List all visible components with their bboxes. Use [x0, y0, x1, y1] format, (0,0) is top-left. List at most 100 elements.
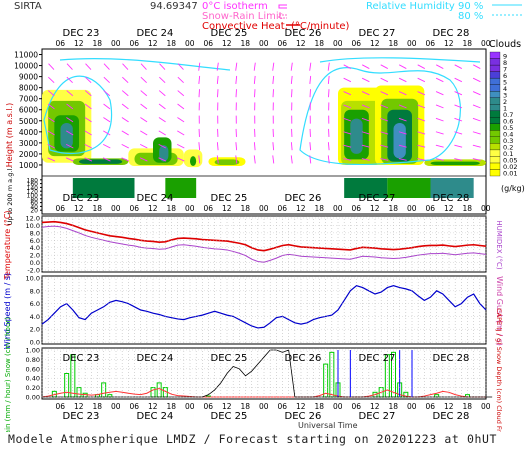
wind-arrow	[380, 91, 389, 96]
hour-label-bottom: 00	[333, 402, 343, 411]
precip-panel: 1.000.800.60 0.400.20 0.00 Rain (mm / hour…	[4, 308, 503, 450]
colorbar-cell	[489, 123, 501, 131]
hour-label-top: 12	[296, 39, 306, 48]
height-tick-label: 11000	[14, 51, 38, 60]
colorbar-label: 0.4	[503, 131, 513, 139]
cloud-panel: 1000200030004000500060007000800090001000…	[5, 48, 487, 225]
hour-label-top: 18	[463, 39, 473, 48]
colorbar-cell	[489, 91, 501, 98]
hour-label-top: 06	[130, 39, 140, 48]
wind-arrow	[235, 155, 238, 164]
wind-arrow	[121, 117, 129, 123]
wind-arrow	[435, 144, 444, 148]
wind-arrow	[435, 117, 444, 122]
hour-label-mid: 00	[481, 204, 491, 213]
wind-arrow	[139, 157, 148, 162]
wind-arrow	[436, 64, 444, 69]
wind-arrow	[472, 77, 481, 83]
day-label-mid: DEC 28	[433, 193, 470, 204]
colorbar-cell	[489, 77, 501, 85]
legend-rh-80: 80 %	[458, 11, 483, 22]
axis-tick-label: 6.0	[30, 300, 40, 308]
hour-label-bottom: 06	[130, 402, 140, 411]
wind-arrow	[380, 117, 389, 122]
colorbar-title: Clouds	[489, 39, 521, 50]
wind-arrow	[380, 131, 389, 135]
wind-arrow	[272, 89, 274, 98]
day-label-precip: DEC 28	[433, 353, 470, 364]
wind-arrow	[66, 63, 73, 70]
hour-label-top: 18	[241, 39, 251, 48]
height-tick-label: 9000	[19, 73, 38, 82]
hour-label-bottom: 00	[111, 402, 121, 411]
wind-arrow	[417, 64, 425, 69]
hour-label-top: 00	[407, 39, 417, 48]
temperature-ylabel: Temperature (°C)	[3, 210, 12, 280]
colorbar-label: 0.05	[503, 157, 517, 165]
wind-arrow	[398, 144, 407, 148]
wind-arrow	[361, 158, 370, 161]
wind-arrow	[140, 76, 147, 84]
wind-arrow	[140, 103, 148, 110]
wind-panel: 10.0 8.0 6.0 4.0 2.0 0.0 Wind Speed (m / s) W…	[3, 273, 504, 349]
wind-arrow	[158, 143, 167, 149]
wind-arrow	[235, 75, 238, 84]
wind-arrow	[343, 104, 352, 109]
height-tick-label: 4000	[19, 128, 38, 137]
wind-arrow	[290, 142, 293, 151]
cloud-patch	[430, 161, 480, 165]
wind-arrow	[66, 103, 74, 110]
hour-label-mid: 12	[222, 204, 232, 213]
wind-arrow	[121, 90, 129, 97]
colorbar-label: 0.2	[503, 144, 513, 152]
hour-label-bottom: 12	[74, 402, 84, 411]
wind-arrow	[309, 62, 312, 71]
hour-label-mid: 12	[370, 204, 380, 213]
colorbar-label: 1	[503, 104, 507, 112]
wind-arrow	[84, 157, 93, 162]
wind-arrow	[158, 157, 167, 162]
colorbar-label: 0.7	[503, 111, 513, 119]
hour-label-top: 06	[204, 39, 214, 48]
colorbar-label: 9	[503, 52, 507, 60]
wind-arrow	[47, 130, 55, 136]
wind-arrow	[380, 144, 389, 148]
height-tick-label: 8000	[19, 84, 38, 93]
day-label-precip: DEC 24	[137, 353, 174, 364]
wind-arrow	[327, 62, 330, 71]
hour-label-top: 00	[481, 39, 491, 48]
wind-arrow	[417, 158, 426, 161]
wind-arrow	[398, 158, 407, 161]
hour-label-top: 06	[56, 39, 66, 48]
hour-label-top: 12	[222, 39, 232, 48]
axis-tick-label: 4.0	[30, 313, 40, 321]
wind-arrow	[102, 143, 111, 149]
wind-arrow	[103, 130, 111, 136]
wind-arrow	[103, 76, 110, 84]
axis-tick-label: 6.0	[30, 237, 40, 245]
colorbar-cell	[489, 136, 501, 144]
axis-tick-label: 12.0	[26, 215, 40, 223]
wind-arrow	[159, 63, 166, 70]
wind-arrow	[343, 131, 352, 135]
hour-label-bottom: 00	[407, 402, 417, 411]
hour-label-mid: 18	[389, 204, 399, 213]
colorbar-cell	[489, 97, 501, 105]
colorbar-cell	[489, 64, 501, 72]
wind-arrow	[84, 117, 92, 123]
wind-arrow	[290, 62, 293, 71]
colorbar-label: 2	[503, 98, 507, 106]
height-tick-label: 7000	[19, 95, 38, 104]
wind-arrow	[327, 142, 330, 151]
hour-label-top: 00	[259, 39, 269, 48]
lower-height-tick-label: 60	[30, 200, 38, 207]
rh-contour	[43, 75, 113, 155]
axis-tick-label: 0.40	[26, 375, 40, 383]
wind-arrow	[327, 155, 330, 164]
wind-arrow	[198, 155, 201, 164]
hour-label-mid: 00	[259, 204, 269, 213]
cloud-patch	[190, 156, 197, 167]
cloud-patch	[214, 159, 240, 165]
wind-arrow	[472, 117, 481, 122]
